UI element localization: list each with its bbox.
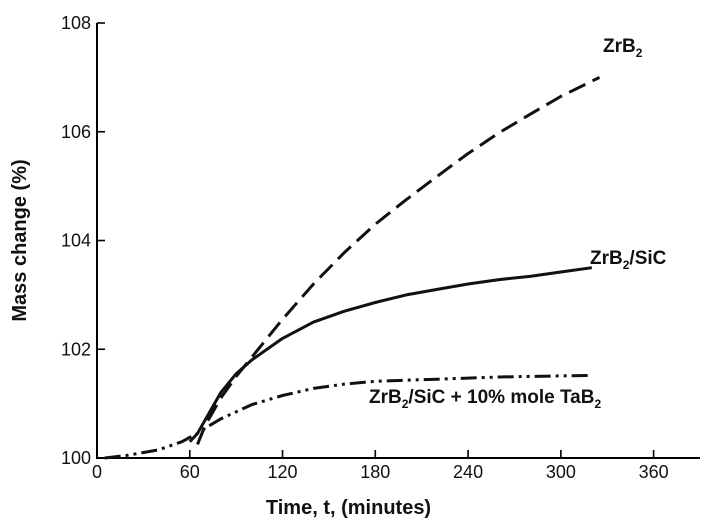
x-tick-label: 180	[360, 462, 390, 482]
plot-area: 100 102 104 106 108 0 60 120 180 240 300 360 Time, t…	[9, 13, 700, 519]
x-tick-label: 0	[92, 462, 102, 482]
x-tick-label: 300	[546, 462, 576, 482]
y-tick-label: 100	[61, 448, 91, 468]
x-tick-label: 60	[180, 462, 200, 482]
x-tick-label: 120	[268, 462, 298, 482]
y-tick-label: 102	[61, 339, 91, 359]
x-axis-title: Time, t, (minutes)	[266, 497, 431, 519]
series-line-1	[188, 266, 593, 443]
series-label-2: ZrB2/SiC + 10% mole TaB2	[369, 387, 601, 411]
y-tick-label: 108	[61, 13, 91, 33]
series-line-0	[196, 76, 601, 445]
series-label-1: ZrB2/SiC	[590, 248, 667, 272]
series-line-2	[104, 373, 592, 460]
series-label-0: ZrB2	[603, 36, 643, 60]
y-tick-label: 104	[61, 231, 91, 251]
y-tick-label: 106	[61, 122, 91, 142]
x-tick-label: 360	[639, 462, 669, 482]
y-axis-title: Mass change (%)	[9, 159, 31, 321]
x-tick-label: 240	[453, 462, 483, 482]
